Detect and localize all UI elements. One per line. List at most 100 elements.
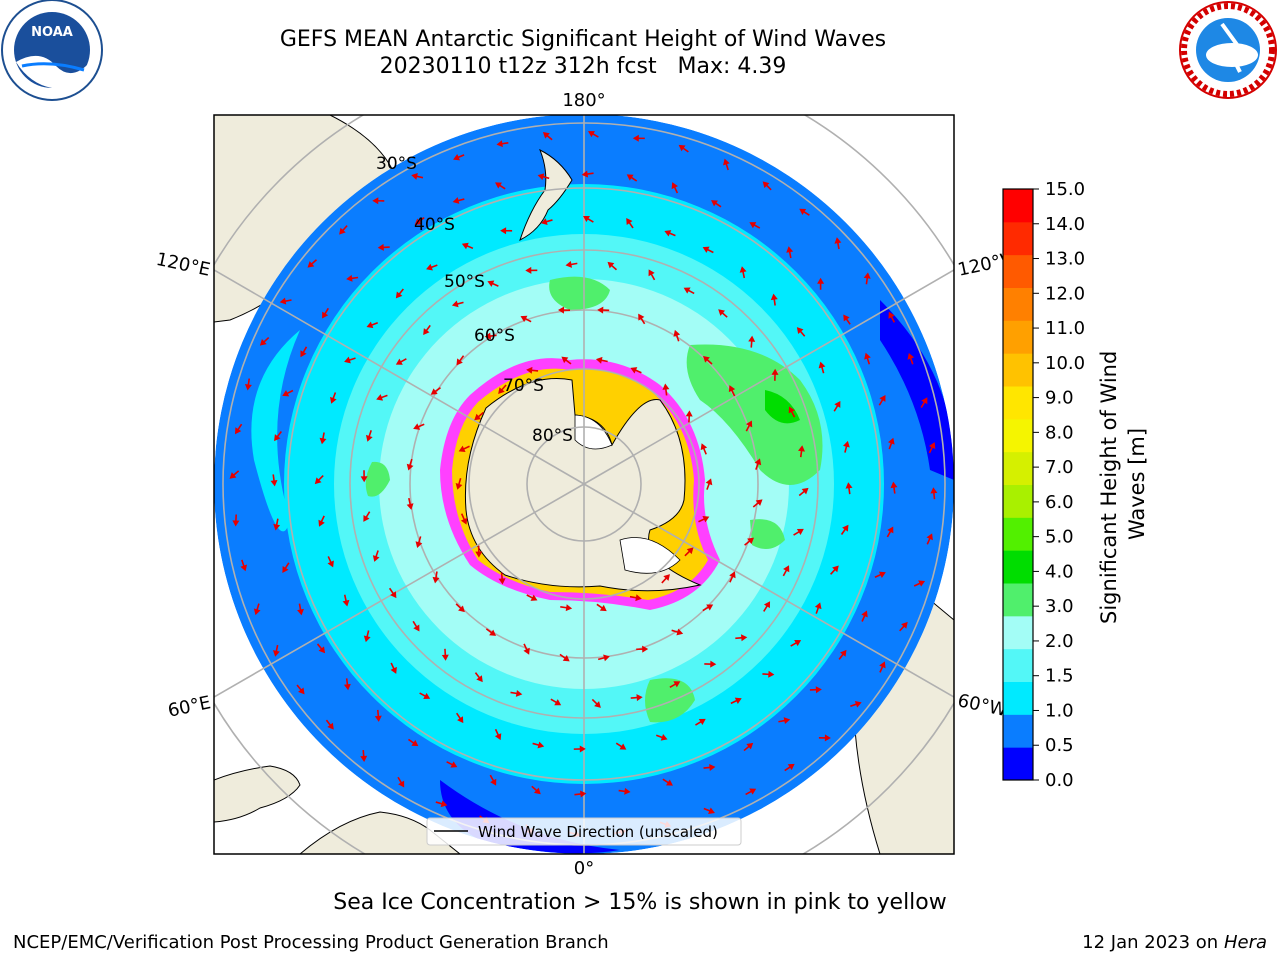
wave-direction-arrow [661,574,670,584]
wave-direction-arrow [525,266,538,274]
colorbar-tick-label: 1.5 [1045,666,1074,687]
wave-direction-arrow [487,280,499,287]
wave-direction-arrow [406,458,414,471]
colorbar-tick-label: 11.0 [1045,318,1085,339]
colorbar-cell [1003,484,1033,518]
wave-direction-arrow [494,728,502,741]
colorbar-cell [1003,189,1033,223]
colorbar-tick-label: 0.5 [1045,735,1074,756]
wave-direction-arrow [279,297,292,305]
wave-direction-arrow [684,547,694,557]
wave-direction-arrow [235,423,243,435]
wave-direction-arrow [581,170,594,178]
wave-direction-arrow [372,550,380,562]
wave-direction-arrow [818,734,831,742]
wave-direction-arrow [390,662,397,674]
wave-direction-arrow [678,144,689,153]
footer-date: 12 Jan 2023 on Hera [1082,932,1267,953]
wave-direction-arrow [484,332,497,340]
wave-direction-arrow [878,394,886,406]
wave-direction-arrow [372,197,385,205]
wave-direction-arrow [300,346,308,358]
lat-label-40s: 40°S [414,215,455,235]
wave-direction-arrow [703,807,715,815]
colorbar: 0.0 0.5 1.0 1.5 2.0 3.0 4.0 5.0 6.0 7.0 8.0 9.0 10.0… [1002,179,1149,791]
wave-direction-arrow [229,470,240,479]
colorbar-cell [1003,353,1033,387]
lon-label-120e: 120°E [154,249,212,281]
wave-direction-arrow [474,672,483,683]
wave-direction-arrow [561,356,572,365]
wave-direction-arrow [397,776,405,788]
wave-direction-arrow [560,604,573,612]
wave-direction-arrow [526,366,539,374]
wave-direction-arrow [240,559,248,572]
wave-direction-arrow [728,385,736,397]
wave-direction-arrow [861,610,868,622]
wave-direction-arrow [632,134,645,142]
wave-direction-arrow [788,406,796,418]
wave-direction-arrow [558,306,571,314]
wave-direction-arrow [296,684,305,695]
wave-direction-arrow [495,182,506,190]
wave-direction-arrow [587,131,599,138]
wave-direction-arrow [729,571,736,583]
wave-direction-arrow [739,266,747,279]
wave-direction-arrow [596,603,607,612]
wave-direction-arrow [863,272,871,285]
noaa-logo-text: NOAA [31,25,73,40]
wave-direction-arrow [748,335,756,348]
wave-direction-arrow [314,474,324,485]
wave-direction-arrow [743,742,754,752]
wave-direction-arrow [475,545,483,558]
wave-direction-arrow [636,645,649,653]
wave-direction-arrow [786,246,794,259]
wave-direction-arrow [798,487,809,497]
wave-direction-arrow [452,197,465,204]
svg-text:Significant Height of Wind: Significant Height of Wind Waves [m] [1097,344,1149,624]
wave-direction-arrow [365,430,373,442]
wave-direction-arrow [455,712,464,724]
wave-direction-arrow [327,556,334,568]
lat-label-30s: 30°S [376,154,417,174]
colorbar-label-line1: Significant Height of Wind [1097,351,1121,624]
wave-direction-arrow [441,648,449,661]
wave-direction-arrow [630,367,642,374]
wave-direction-arrow [890,481,898,494]
wave-direction-arrow [532,741,545,749]
wave-direction-arrow [282,389,294,397]
wave-direction-arrow [360,470,368,483]
wave-direction-arrow [698,516,710,523]
colorbar-tick-label: 0.0 [1045,770,1074,791]
wave-direction-arrow [662,383,670,396]
wave-direction-arrow [395,288,404,299]
wave-direction-arrow [899,621,908,632]
wave-direction-arrow [818,361,826,374]
wave-direction-arrow [833,400,841,412]
colorbar-tick-label: 7.0 [1045,457,1074,478]
wave-direction-arrow [702,604,714,612]
wave-direction-arrow [597,654,610,662]
colorbar-cell [1003,418,1033,453]
lon-label-60e: 60°E [166,692,213,722]
wave-direction-arrow [496,140,509,148]
wave-direction-arrow [500,227,513,235]
wave-direction-arrow [615,742,627,750]
wave-direction-arrow [388,587,397,599]
wave-direction-arrow [415,536,423,548]
wave-direction-arrow [607,261,618,271]
wave-direction-arrow [845,482,853,495]
wave-direction-arrow [771,368,779,381]
wave-direction-arrow [453,153,465,161]
chart-subtitle: 20230110 t12z 312h fcst Max: 4.39 [379,54,787,79]
wave-direction-arrow [591,698,601,708]
wave-direction-arrow [888,437,895,450]
colorbar-cell [1003,714,1033,748]
wave-direction-arrow [744,537,754,546]
wave-direction-arrow [537,173,550,181]
colorbar-cell [1003,517,1033,551]
colorbar-frame [1002,188,1034,781]
wave-direction-arrow [377,243,390,251]
wave-direction-arrow [730,697,742,705]
